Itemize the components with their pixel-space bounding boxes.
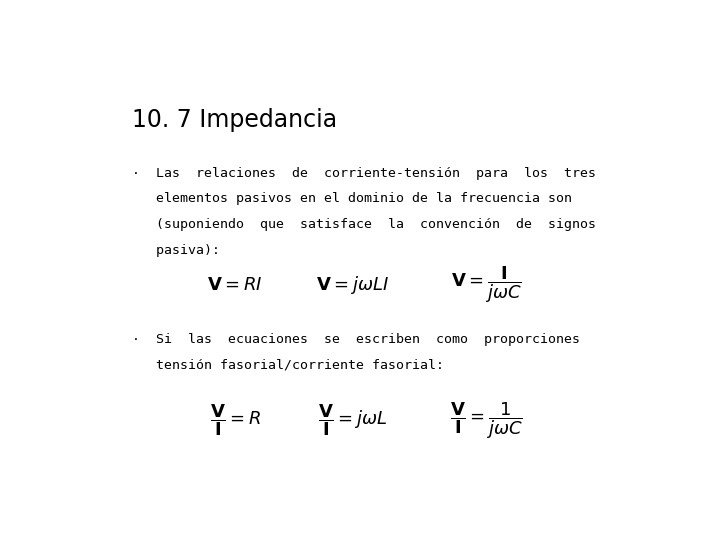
Text: tensión fasorial/corriente fasorial:: tensión fasorial/corriente fasorial: [132, 359, 444, 372]
Text: $\dfrac{\mathbf{V}}{\mathbf{I}} = \dfrac{1}{j\omega C}$: $\dfrac{\mathbf{V}}{\mathbf{I}} = \dfrac… [450, 400, 523, 441]
Text: $\mathbf{V} = RI$: $\mathbf{V} = RI$ [207, 276, 263, 294]
Text: $\mathbf{V} = j\omega LI$: $\mathbf{V} = j\omega LI$ [316, 274, 389, 296]
Text: $\mathbf{V} = \dfrac{\mathbf{I}}{j\omega C}$: $\mathbf{V} = \dfrac{\mathbf{I}}{j\omega… [451, 265, 521, 306]
Text: ·  Si  las  ecuaciones  se  escriben  como  proporciones: · Si las ecuaciones se escriben como pro… [132, 333, 580, 346]
Text: $\dfrac{\mathbf{V}}{\mathbf{I}} = j\omega L$: $\dfrac{\mathbf{V}}{\mathbf{I}} = j\omeg… [318, 402, 387, 438]
Text: 10. 7 Impedancia: 10. 7 Impedancia [132, 109, 337, 132]
Text: $\dfrac{\mathbf{V}}{\mathbf{I}} = R$: $\dfrac{\mathbf{V}}{\mathbf{I}} = R$ [210, 402, 261, 438]
Text: ·  Las  relaciones  de  corriente-tensión  para  los  tres: · Las relaciones de corriente-tensión pa… [132, 167, 596, 180]
Text: (suponiendo  que  satisface  la  convención  de  signos: (suponiendo que satisface la convención … [132, 218, 596, 231]
Text: pasiva):: pasiva): [132, 244, 220, 257]
Text: elementos pasivos en el dominio de la frecuencia son: elementos pasivos en el dominio de la fr… [132, 192, 572, 205]
